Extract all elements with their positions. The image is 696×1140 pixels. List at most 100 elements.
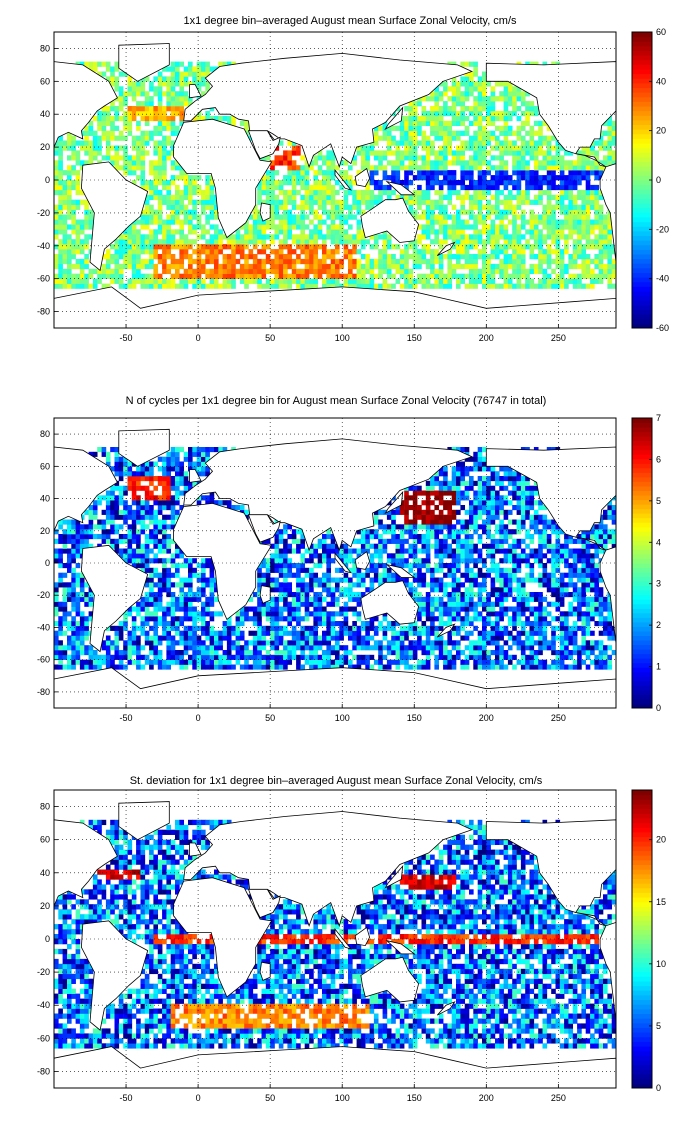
heatmap-cell — [274, 529, 280, 535]
heatmap-cell — [322, 155, 327, 161]
heatmap-cell — [369, 577, 375, 583]
heatmap-cell — [291, 214, 297, 220]
heatmap-cell — [309, 278, 314, 284]
heatmap-cell — [209, 616, 215, 622]
heatmap-cell — [369, 616, 375, 622]
heatmap-cell — [140, 101, 146, 107]
heatmap-cell — [144, 199, 150, 205]
heatmap-cell — [71, 582, 76, 588]
heatmap-cell — [123, 91, 128, 97]
heatmap-cell — [283, 189, 288, 196]
heatmap-cell — [348, 258, 353, 265]
heatmap-cell — [590, 170, 595, 176]
heatmap-cell — [495, 145, 500, 151]
heatmap-cell — [568, 254, 574, 260]
heatmap-cell — [110, 538, 115, 544]
heatmap-cell — [460, 234, 466, 240]
heatmap-cell — [101, 495, 107, 501]
heatmap-cell — [88, 509, 94, 515]
heatmap-cell — [503, 278, 509, 284]
heatmap-cell — [581, 249, 587, 255]
heatmap-cell — [218, 630, 223, 636]
heatmap-cell — [101, 529, 107, 535]
heatmap-cell — [110, 130, 115, 136]
heatmap-cell — [525, 180, 530, 186]
heatmap-cell — [101, 110, 107, 117]
heatmap-cell — [188, 66, 193, 72]
heatmap-cell — [417, 189, 422, 196]
heatmap-cell — [261, 640, 267, 646]
heatmap-cell — [482, 184, 487, 191]
heatmap-cell — [581, 165, 587, 171]
heatmap-cell — [421, 278, 427, 284]
heatmap-cell — [162, 582, 167, 588]
heatmap-cell — [456, 110, 461, 117]
heatmap-cell — [335, 229, 340, 235]
heatmap-cell — [525, 145, 530, 151]
heatmap-cell — [127, 125, 133, 131]
heatmap-cell — [594, 184, 600, 191]
heatmap-cell — [430, 254, 435, 260]
heatmap-cell — [75, 160, 81, 166]
heatmap-cell — [140, 86, 146, 92]
heatmap-cell — [309, 229, 314, 235]
heatmap-cell — [559, 283, 565, 289]
heatmap-cell — [157, 659, 163, 665]
heatmap-cell — [214, 645, 219, 651]
heatmap-cell — [309, 219, 314, 225]
heatmap-cell — [352, 189, 357, 196]
heatmap-cell — [360, 165, 366, 171]
heatmap-cell — [231, 664, 236, 670]
heatmap-cell — [430, 239, 435, 245]
heatmap-cell — [499, 115, 504, 122]
heatmap-cell — [218, 234, 223, 240]
heatmap-cell — [369, 165, 375, 171]
heatmap-cell — [67, 553, 72, 559]
heatmap-cell — [291, 268, 297, 275]
heatmap-cell — [443, 125, 448, 131]
heatmap-cell — [339, 635, 344, 641]
heatmap-cell — [222, 268, 228, 275]
heatmap-cell — [322, 587, 327, 593]
heatmap-cell — [291, 184, 297, 191]
heatmap-cell — [464, 160, 470, 166]
heatmap-cell — [339, 659, 344, 665]
heatmap-cell — [585, 239, 591, 245]
heatmap-cell — [71, 254, 76, 260]
heatmap-cell — [175, 461, 180, 467]
heatmap-cell — [157, 199, 163, 205]
heatmap-cell — [287, 543, 293, 549]
heatmap-cell — [278, 268, 284, 275]
heatmap-cell — [356, 625, 362, 631]
heatmap-cell — [162, 110, 167, 117]
heatmap-cell — [555, 263, 561, 270]
heatmap-cell — [499, 175, 504, 181]
heatmap-cell — [538, 229, 543, 235]
heatmap-cell — [166, 150, 172, 156]
heatmap-cell — [222, 244, 228, 250]
heatmap-cell — [75, 283, 81, 289]
heatmap-cell — [313, 254, 319, 260]
heatmap-cell — [425, 184, 431, 191]
heatmap-cell — [205, 81, 210, 87]
colorbar-segment — [632, 69, 652, 75]
heatmap-cell — [261, 268, 267, 275]
heatmap-cell — [248, 239, 254, 245]
heatmap-cell — [477, 150, 483, 156]
heatmap-cell — [404, 140, 409, 146]
heatmap-cell — [438, 283, 444, 289]
heatmap-cell — [222, 500, 228, 506]
heatmap-cell — [67, 587, 72, 593]
heatmap-cell — [157, 587, 163, 593]
heatmap-cell — [365, 278, 370, 284]
heatmap-cell — [149, 514, 154, 520]
heatmap-cell — [261, 258, 267, 265]
heatmap-cell — [170, 645, 176, 651]
heatmap-cell — [162, 160, 167, 166]
heatmap-cell — [278, 283, 284, 289]
heatmap-cell — [296, 592, 301, 598]
heatmap-cell — [395, 278, 401, 284]
heatmap-cell — [270, 170, 275, 176]
heatmap-cell — [153, 625, 159, 631]
heatmap-cell — [265, 258, 271, 265]
